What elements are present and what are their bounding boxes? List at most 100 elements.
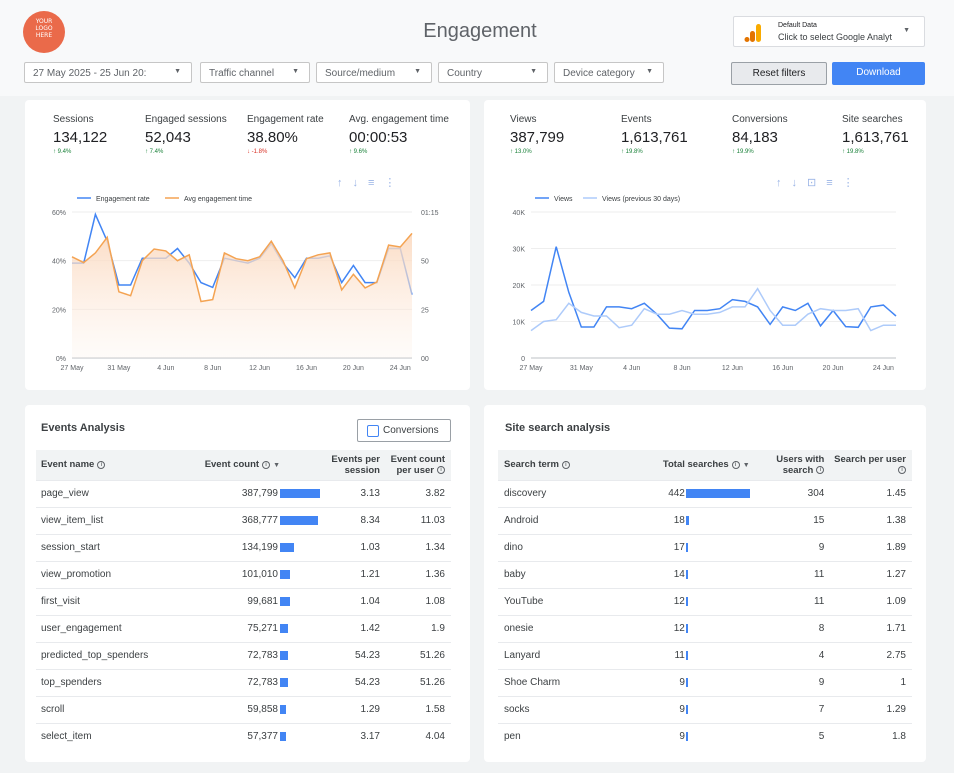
event-count-bar-cell	[280, 587, 320, 615]
header-label: Search per user	[834, 453, 906, 465]
table-row[interactable]: pen 9 5 1.8	[498, 722, 912, 750]
table-row[interactable]: dino 17 9 1.89	[498, 533, 912, 561]
total-searches-value: 18	[673, 515, 685, 526]
col-search-term[interactable]: Search term i	[498, 450, 585, 480]
y-tick-label: 40%	[52, 259, 66, 266]
table-row[interactable]: predicted_top_spenders 72,783 54.23 51.26	[36, 641, 451, 669]
total-searches-value: 14	[673, 569, 685, 580]
arrow-up-icon[interactable]: ↑	[776, 177, 792, 189]
drill-icon[interactable]: ⊡	[807, 177, 827, 189]
date-range-filter[interactable]: 27 May 2025 - 25 Jun 20: ▼	[24, 62, 192, 83]
arrow-down-icon[interactable]: ↓	[791, 177, 807, 189]
event-count-cell: 101,010	[168, 560, 280, 588]
table-row[interactable]: Lanyard 11 4 2.75	[498, 641, 912, 669]
more-icon[interactable]: ⋮	[384, 177, 406, 189]
kpi-delta: ↑ 19.8%	[842, 149, 864, 155]
source-medium-label: Source/medium	[325, 68, 396, 79]
total-searches-cell: 17	[584, 533, 750, 561]
table-row[interactable]: first_visit 99,681 1.04 1.08	[36, 587, 451, 615]
col-event-count-per-user[interactable]: Event count per user i	[385, 450, 451, 480]
total-searches-value: 9	[679, 731, 685, 743]
users-with-search-cell: 304	[749, 479, 829, 507]
event-count-bar	[280, 569, 290, 579]
date-range-label: 27 May 2025 - 25 Jun 20:	[33, 68, 147, 79]
col-event-count[interactable]: Event count i ▼	[168, 450, 280, 480]
kpi-label: Avg. engagement time	[349, 114, 449, 125]
engagement-card: Sessions 134,122 ↑ 9.4% Engaged sessions 52,…	[25, 100, 470, 390]
col-total-searches[interactable]: Total searches i ▼	[584, 450, 750, 480]
download-button[interactable]: Download	[832, 62, 925, 85]
y-right-tick-label: 50	[421, 259, 429, 266]
info-icon: i	[898, 466, 906, 475]
table-row[interactable]: page_view 387,799 3.13 3.82	[36, 479, 451, 507]
chart-toolbar: ↑↓≡⋮	[337, 176, 405, 189]
chart-toolbar: ↑↓⊡≡⋮	[776, 176, 864, 189]
more-icon[interactable]: ⋮	[842, 177, 864, 189]
col-event-name[interactable]: Event name i	[36, 450, 168, 480]
table-row[interactable]: top_spenders 72,783 54.23 51.26	[36, 668, 451, 696]
table-row[interactable]: select_item 57,377 3.17 4.04	[36, 722, 451, 750]
table-row[interactable]: view_item_list 368,777 8.34 11.03	[36, 506, 451, 534]
total-searches-cell: 9	[584, 695, 750, 723]
event-count-bar	[280, 542, 294, 552]
event-count-bar	[280, 596, 290, 606]
arrow-up-icon[interactable]: ↑	[337, 177, 353, 189]
y-tick-label: 40K	[513, 210, 526, 217]
legend-label: Avg engagement time	[184, 196, 252, 203]
site-search-table: Search term i Total searches i ▼ Users with…	[498, 450, 912, 750]
arrow-down-icon[interactable]: ↓	[352, 177, 368, 189]
header-label: Event name	[41, 459, 95, 471]
search-per-user-cell: 1	[828, 668, 912, 696]
event-name-cell: session_start	[36, 533, 168, 561]
chevron-down-icon: ▼	[292, 68, 299, 75]
conversions-toggle[interactable]: Conversions	[357, 419, 451, 442]
search-term-cell: Shoe Charm	[498, 668, 585, 696]
data-source-selector[interactable]: Default Data Click to select Google Anal…	[733, 16, 925, 47]
search-term-cell: baby	[498, 560, 585, 588]
country-filter[interactable]: Country ▼	[438, 62, 548, 83]
events-per-session-cell: 1.21	[320, 560, 385, 588]
users-with-search-cell: 9	[749, 533, 829, 561]
kpi-engaged-sessions: Engaged sessions 52,043 ↑ 7.4%	[145, 114, 227, 155]
table-row[interactable]: YouTube 12 11 1.09	[498, 587, 912, 615]
table-row[interactable]: onesie 12 8 1.71	[498, 614, 912, 642]
event-count-per-user-cell: 1.08	[385, 587, 451, 615]
search-per-user-cell: 1.8	[828, 722, 912, 750]
event-name-cell: page_view	[36, 479, 168, 507]
events-per-session-cell: 1.04	[320, 587, 385, 615]
table-row[interactable]: discovery 442 304 1.45	[498, 479, 912, 507]
reset-filters-button[interactable]: Reset filters	[731, 62, 827, 85]
event-count-bar	[280, 732, 286, 742]
y-tick-label: 0	[521, 356, 525, 363]
header-label: Events per session	[331, 453, 380, 476]
filter-icon[interactable]: ≡	[368, 177, 385, 189]
table-row[interactable]: session_start 134,199 1.03 1.34	[36, 533, 451, 561]
col-users-with-search[interactable]: Users with search i	[749, 450, 829, 480]
events-per-session-cell: 8.34	[320, 506, 385, 534]
traffic-channel-filter[interactable]: Traffic channel ▼	[200, 62, 310, 83]
table-row[interactable]: socks 9 7 1.29	[498, 695, 912, 723]
source-medium-filter[interactable]: Source/medium ▼	[316, 62, 432, 83]
total-searches-value: 9	[679, 677, 685, 688]
event-count-bar-cell	[280, 560, 320, 588]
col-search-per-user[interactable]: Search per useri	[828, 450, 912, 480]
table-row[interactable]: view_promotion 101,010 1.21 1.36	[36, 560, 451, 588]
kpi-value: 134,122	[53, 129, 108, 146]
table-row[interactable]: baby 14 11 1.27	[498, 560, 912, 588]
table-row[interactable]: scroll 59,858 1.29 1.58	[36, 695, 451, 723]
kpi-delta: ↑ 13.0%	[510, 149, 532, 155]
table-row[interactable]: Android 18 15 1.38	[498, 506, 912, 534]
device-category-filter[interactable]: Device category ▼	[554, 62, 664, 83]
total-searches-bar	[685, 677, 688, 687]
total-searches-value: 17	[673, 542, 685, 553]
col-events-per-session[interactable]: Events per session	[320, 450, 385, 480]
table-row[interactable]: user_engagement 75,271 1.42 1.9	[36, 614, 451, 642]
kpi-value: 84,183	[732, 129, 778, 146]
event-name-cell: view_promotion	[36, 560, 168, 588]
filter-icon[interactable]: ≡	[826, 177, 843, 189]
event-count-per-user-cell: 51.26	[385, 668, 451, 696]
sort-desc-icon: ▼	[742, 462, 750, 470]
info-icon: i	[561, 460, 570, 469]
search-per-user-cell: 1.27	[828, 560, 912, 588]
